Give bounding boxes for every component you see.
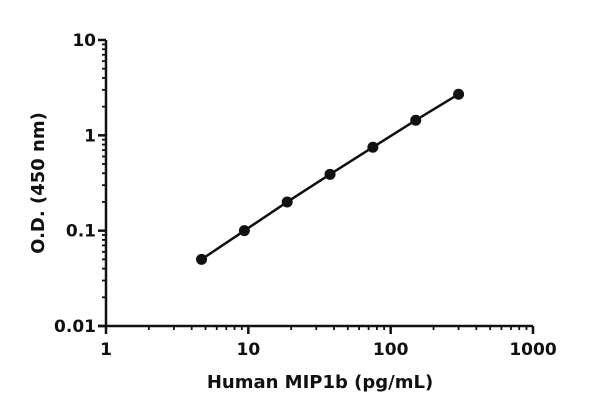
y-tick-label: 1 xyxy=(84,126,96,146)
x-axis: 1 10 100 1000 xyxy=(98,324,557,360)
y-tick-label: 0.01 xyxy=(54,317,96,337)
x-tick-label: 1 xyxy=(100,340,112,360)
x-tick-label: 1000 xyxy=(509,340,556,360)
data-point xyxy=(281,196,293,208)
data-point xyxy=(196,253,208,265)
y-tick-label: 10 xyxy=(72,31,96,51)
y-axis: 0.01 0.1 1 10 xyxy=(54,31,108,337)
x-tick-label: 100 xyxy=(373,340,409,360)
x-tick-label: 10 xyxy=(236,340,260,360)
data-point xyxy=(410,114,422,126)
data-point xyxy=(238,225,250,237)
x-axis-title: Human MIP1b (pg/mL) xyxy=(207,372,433,393)
data-point xyxy=(324,168,336,180)
data-point xyxy=(367,141,379,153)
y-tick-label: 0.1 xyxy=(66,222,96,242)
data-series xyxy=(196,88,465,265)
y-axis-title: O.D. (450 nm) xyxy=(28,112,49,254)
data-point xyxy=(453,88,465,100)
